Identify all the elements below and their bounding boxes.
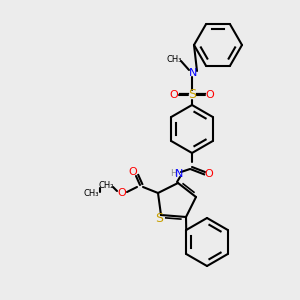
Text: O: O [118, 188, 126, 198]
Text: N: N [189, 68, 197, 78]
Text: S: S [188, 88, 196, 101]
Text: CH₂: CH₂ [98, 182, 114, 190]
Text: O: O [169, 90, 178, 100]
Text: CH₃: CH₃ [83, 190, 99, 199]
Text: S: S [155, 212, 163, 226]
Text: CH₃: CH₃ [166, 55, 182, 64]
Text: O: O [205, 169, 213, 179]
Text: O: O [206, 90, 214, 100]
Text: H: H [170, 169, 176, 178]
Text: N: N [175, 169, 183, 179]
Text: O: O [129, 167, 137, 177]
